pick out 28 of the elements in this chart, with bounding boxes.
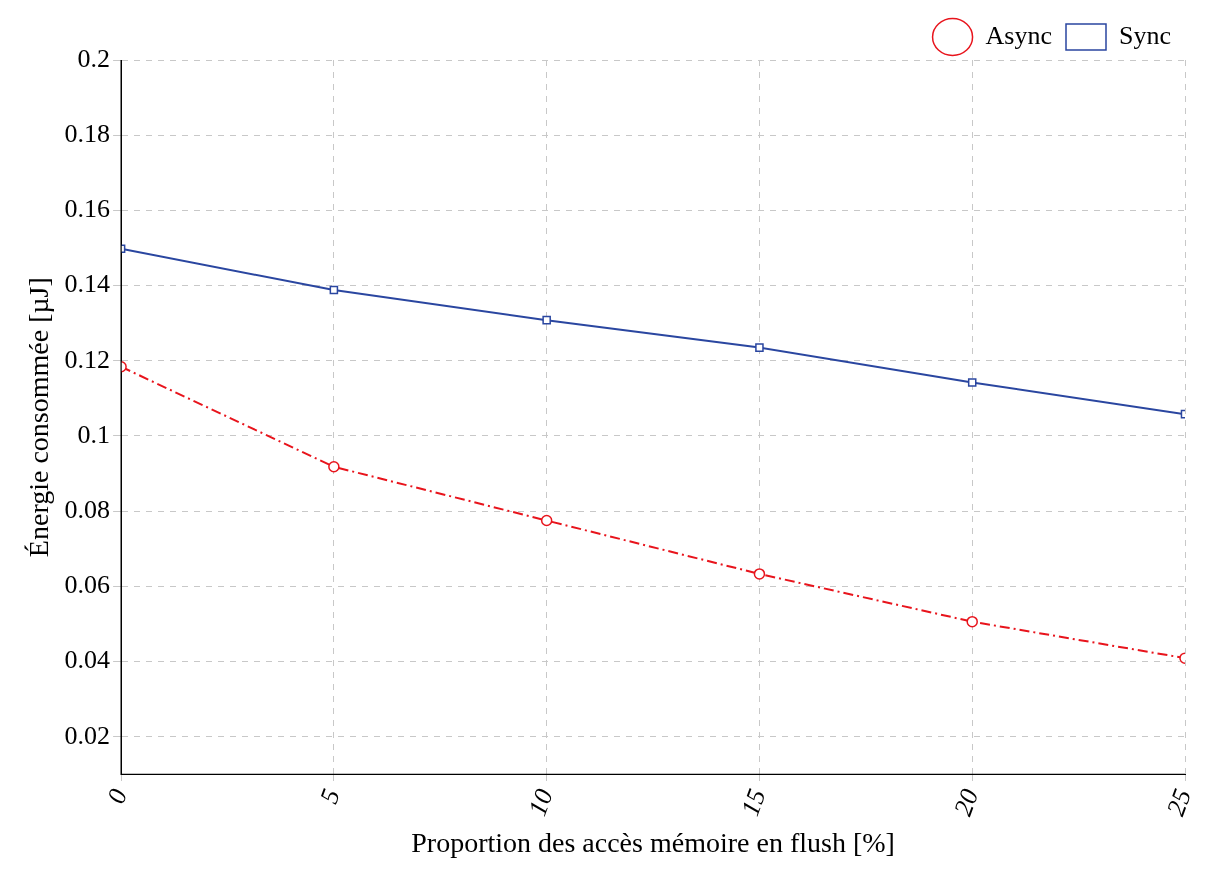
y-tick-label: 0.12 [64,344,111,374]
point [967,378,977,387]
y-tick-label: 0.06 [64,570,111,600]
x-axis-title: Proportion des accès mémoire en flush [%] [411,826,895,858]
point [753,568,766,580]
y-tick-label: 0.18 [64,119,111,149]
point [755,343,764,352]
y-tick-label: 0.1 [77,419,111,449]
point [540,514,553,527]
point [966,615,978,628]
y-tick-label: 0.04 [64,645,111,675]
legend-label: Async [985,20,1052,50]
x-tick-label: 0 [101,785,134,808]
x-tick-label: 25 [1160,785,1198,820]
x-tick-label: 10 [522,785,559,820]
x-tick-label: 20 [948,785,985,820]
y-tick-label: 0.02 [64,720,111,750]
point [329,285,339,295]
y-tick-label: 0.2 [77,43,111,73]
y-tick-label: 0.14 [64,269,111,299]
point [542,315,551,325]
point [328,461,340,473]
y-tick-label: 0.08 [64,494,111,524]
x-tick-label: 5 [314,785,346,808]
y-axis-title: Énergie consommée [µJ] [23,277,55,558]
y-tick-label: 0.16 [64,194,111,224]
legend-label: Sync [1119,20,1171,50]
x-tick-label: 15 [735,785,772,820]
